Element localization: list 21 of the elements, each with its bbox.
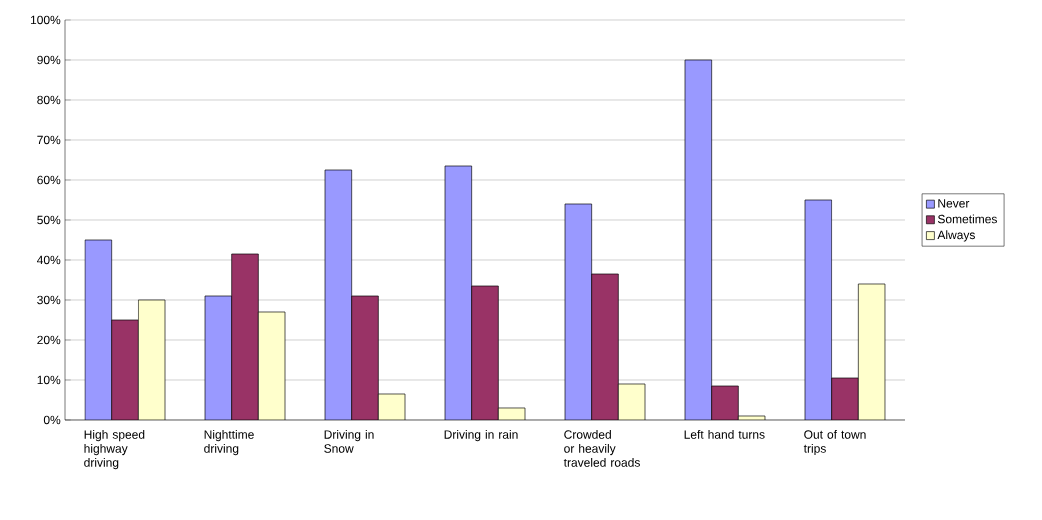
y-tick-label: 10% <box>37 375 61 385</box>
x-tick-label: Crowded or heavily traveled roads <box>563 429 640 467</box>
y-tick-label: 40% <box>37 255 61 265</box>
legend-label: Always <box>937 230 975 242</box>
y-tick-label: 20% <box>37 335 61 345</box>
y-tick-label: 50% <box>37 215 61 225</box>
y-tick-label: 80% <box>37 95 61 105</box>
legend-label: Never <box>938 199 970 208</box>
x-tick-label: Out of town trips <box>803 429 866 456</box>
x-tick-label: Nighttime driving <box>204 429 254 456</box>
legend-label: Sometimes <box>937 214 997 224</box>
y-tick-label: 0% <box>43 415 61 425</box>
x-tick-label: Left hand turns <box>684 429 765 439</box>
y-tick-label: 30% <box>37 295 61 305</box>
y-tick-label: 100% <box>30 15 61 25</box>
x-tick-label: High speed highway driving <box>84 429 145 470</box>
x-tick-label: Driving in rain <box>444 429 518 442</box>
x-tick-label: Driving in Snow <box>324 429 374 453</box>
y-tick-label: 70% <box>37 135 61 145</box>
y-tick-label: 90% <box>37 55 61 65</box>
y-tick-label: 60% <box>37 175 61 185</box>
